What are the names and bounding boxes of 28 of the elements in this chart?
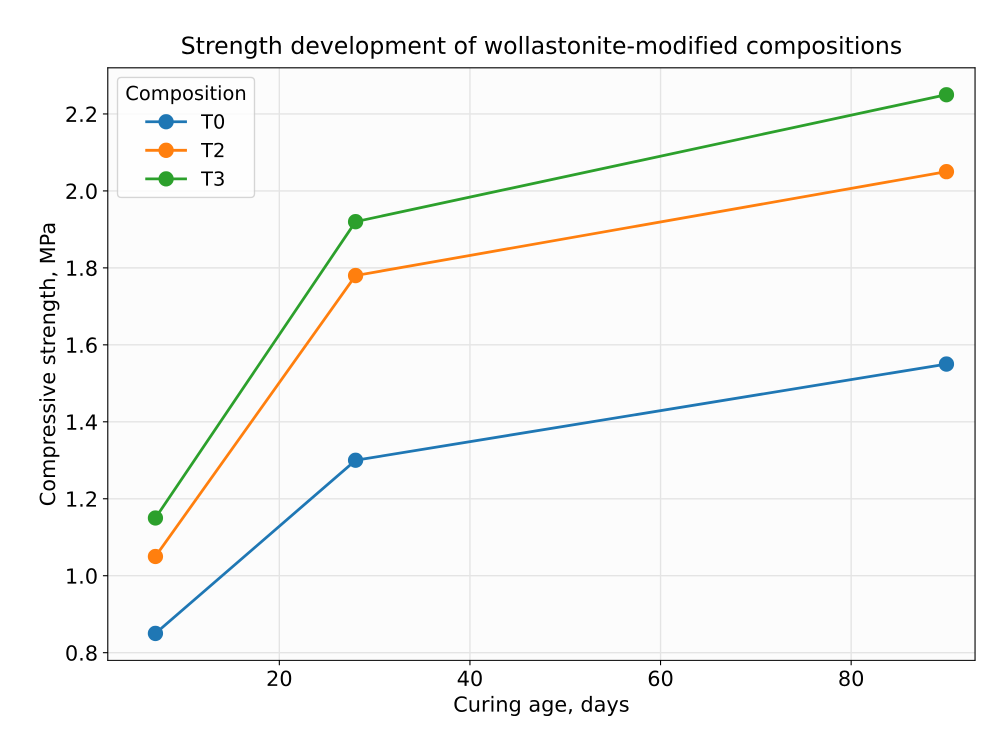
point: [348, 214, 364, 230]
x-tick-label: 60: [648, 670, 672, 686]
x-axis-title: Curing age, days: [454, 696, 629, 716]
y-tick-label: 1.6: [67, 337, 97, 354]
point: [938, 87, 954, 102]
x-tick-label: 40: [458, 670, 482, 686]
point: [348, 452, 364, 468]
y-tick-label: 0.8: [66, 645, 97, 661]
legend-title: Composition: [126, 85, 246, 104]
chart-title: Strength development of wollastonite-modified compositions: [182, 36, 901, 59]
y-axis-title: Compressive strength, MPa: [39, 224, 60, 506]
y-tick-label: 1.0: [67, 568, 97, 584]
legend-label: T0: [201, 114, 224, 129]
y-tick-label: 1.4: [67, 414, 97, 430]
point: [148, 548, 164, 564]
y-tick-label: 1.2: [67, 491, 96, 507]
point: [148, 510, 164, 526]
x-tick-label: 20: [268, 670, 292, 686]
point: [938, 164, 954, 180]
legend-label: T2: [201, 142, 224, 158]
point: [938, 356, 954, 372]
x-tick-label: 80: [839, 670, 864, 686]
legend-label: T3: [201, 171, 224, 186]
y-tick-label: 1.8: [67, 260, 97, 276]
point: [348, 268, 364, 284]
y-tick-label: 2.0: [66, 183, 97, 200]
y-tick-label: 2.2: [66, 106, 96, 122]
point: [148, 626, 164, 642]
